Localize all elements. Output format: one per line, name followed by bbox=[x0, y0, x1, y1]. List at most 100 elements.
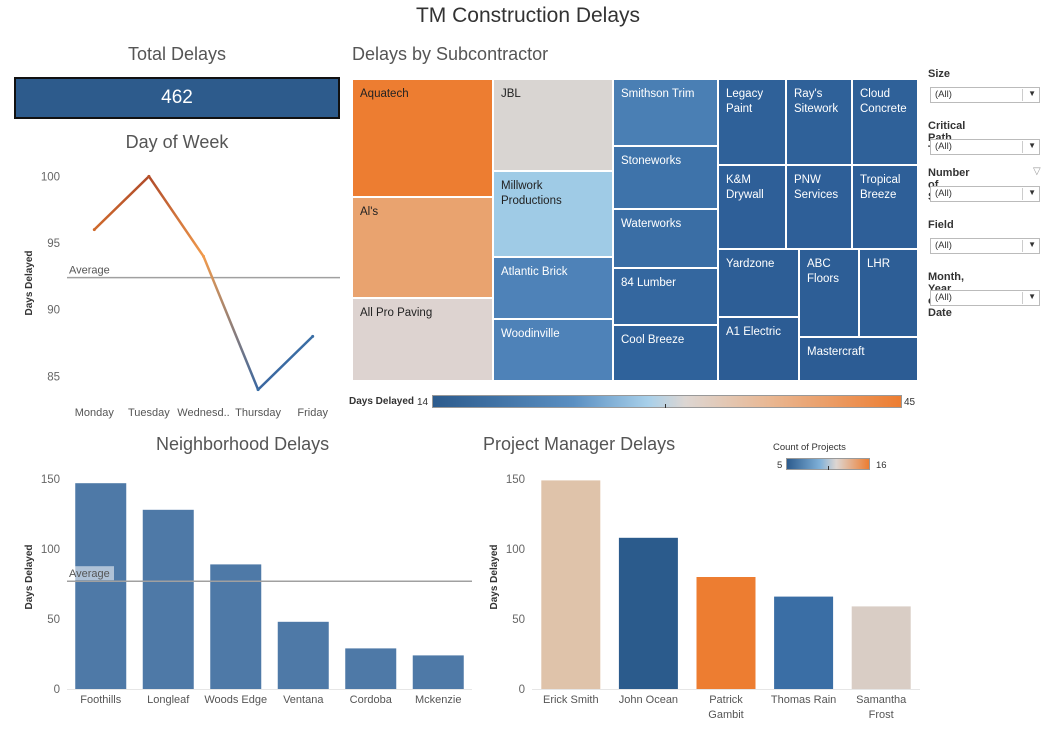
chevron-down-icon[interactable]: ▼ bbox=[1028, 292, 1036, 301]
subcontractor-treemap[interactable]: Aquatech Al's All Pro Paving JBL Millwork Pr… bbox=[352, 79, 918, 381]
treemap-cell[interactable]: PNW Services bbox=[786, 165, 852, 249]
y-axis-label: Days Delayed bbox=[24, 544, 35, 609]
treemap-cell[interactable]: Ray's Sitework bbox=[786, 79, 852, 165]
dropdown-separator bbox=[1022, 292, 1023, 304]
filter-dropdown[interactable]: (All) ▼ bbox=[930, 186, 1040, 202]
treemap-cell[interactable]: Yardzone bbox=[718, 249, 799, 317]
treemap-cell[interactable]: ABC Floors bbox=[799, 249, 859, 337]
y-tick-label: 150 bbox=[506, 474, 525, 486]
treemap-cell[interactable]: Waterworks bbox=[613, 209, 718, 268]
treemap-cell[interactable]: JBL bbox=[493, 79, 613, 171]
treemap-cell[interactable]: Aquatech bbox=[352, 79, 493, 197]
treemap-cell[interactable]: A1 Electric bbox=[718, 317, 799, 381]
average-label: Average bbox=[69, 568, 110, 580]
x-tick-label: Foothills bbox=[80, 694, 121, 706]
x-tick-label: Mckenzie bbox=[415, 694, 461, 706]
x-tick-label: Gambit bbox=[708, 709, 743, 721]
bar bbox=[774, 596, 834, 689]
bar bbox=[277, 621, 329, 689]
y-tick-label: 150 bbox=[41, 474, 60, 486]
filter-dropdown[interactable]: (All) ▼ bbox=[930, 87, 1040, 103]
bar bbox=[75, 483, 127, 689]
total-delays-value[interactable]: 462 bbox=[14, 77, 340, 119]
x-tick-label: Frost bbox=[869, 709, 894, 721]
x-tick-label: Woods Edge bbox=[204, 694, 267, 706]
filter-dropdown-value: (All) bbox=[935, 188, 952, 199]
x-tick-label: Patrick bbox=[709, 694, 743, 706]
day-of-week-title: Day of Week bbox=[125, 132, 229, 152]
x-tick-label: Ventana bbox=[283, 694, 324, 706]
treemap-cell[interactable]: Tropical Breeze bbox=[852, 165, 918, 249]
dropdown-separator bbox=[1022, 141, 1023, 153]
x-tick-label: Monday bbox=[75, 407, 115, 419]
filter-dropdown[interactable]: (All) ▼ bbox=[930, 290, 1040, 306]
line-segment bbox=[202, 255, 260, 391]
treemap-cell[interactable]: K&M Drywall bbox=[718, 165, 786, 249]
filter-label: Field bbox=[928, 219, 954, 231]
average-label-bg bbox=[67, 566, 114, 581]
filter-dropdown-value: (All) bbox=[935, 292, 952, 303]
chevron-down-icon[interactable]: ▼ bbox=[1028, 188, 1036, 197]
x-tick-label: Wednesd.. bbox=[177, 407, 229, 419]
treemap-cell[interactable]: Mastercraft bbox=[799, 337, 918, 381]
pm-chart[interactable]: 0 50 100 150 Days Delayed Erick Smith John Oce… bbox=[475, 460, 925, 732]
filter-dropdown-value: (All) bbox=[935, 141, 952, 152]
treemap-cell[interactable]: Al's bbox=[352, 197, 493, 298]
pm-legend-min: 5 bbox=[777, 460, 783, 471]
y-axis-label: Days Delayed bbox=[24, 250, 35, 315]
line-point bbox=[202, 254, 205, 258]
y-tick-label: 100 bbox=[506, 544, 525, 556]
day-of-week-chart[interactable]: 85 90 95 100 Days Delayed Average Monday Tuesda… bbox=[0, 158, 345, 428]
treemap-cell[interactable]: LHR bbox=[859, 249, 918, 337]
filter-dropdown-value: (All) bbox=[935, 240, 952, 251]
neighborhood-chart[interactable]: 0 50 100 150 Days Delayed Foothills Longleaf Wo… bbox=[0, 460, 475, 730]
chevron-down-icon[interactable]: ▼ bbox=[1028, 240, 1036, 249]
y-tick-label: 90 bbox=[47, 305, 60, 317]
treemap-cell[interactable]: Atlantic Brick bbox=[493, 257, 613, 319]
line-point bbox=[147, 174, 151, 178]
filter-funnel-icon[interactable]: ▽ bbox=[1033, 166, 1041, 177]
treemap-cell[interactable]: 84 Lumber bbox=[613, 268, 718, 325]
y-tick-label: 0 bbox=[54, 684, 60, 696]
filter-label: Size bbox=[928, 68, 951, 80]
bar bbox=[142, 509, 194, 689]
filter-dropdown[interactable]: (All) ▼ bbox=[930, 238, 1040, 254]
y-tick-label: 95 bbox=[47, 238, 60, 250]
line-segment bbox=[256, 335, 314, 391]
treemap-cell[interactable]: Legacy Paint bbox=[718, 79, 786, 165]
x-tick-label: Friday bbox=[297, 407, 328, 419]
line-point bbox=[92, 228, 96, 232]
pm-legend-max: 16 bbox=[876, 460, 887, 471]
treemap-cell[interactable]: Smithson Trim bbox=[613, 79, 718, 146]
y-tick-label: 85 bbox=[47, 371, 60, 383]
treemap-cell[interactable]: Woodinville bbox=[493, 319, 613, 381]
treemap-cell[interactable]: Cool Breeze bbox=[613, 325, 718, 381]
bar bbox=[412, 655, 464, 689]
bar bbox=[618, 537, 678, 689]
x-tick-label: John Ocean bbox=[619, 694, 678, 706]
treemap-legend-marker bbox=[665, 404, 666, 408]
chevron-down-icon[interactable]: ▼ bbox=[1028, 89, 1036, 98]
treemap-title: Delays by Subcontractor bbox=[352, 44, 549, 64]
neighborhood-title: Neighborhood Delays bbox=[156, 434, 330, 454]
bar bbox=[851, 606, 911, 689]
chevron-down-icon[interactable]: ▼ bbox=[1028, 141, 1036, 150]
treemap-cell[interactable]: All Pro Paving bbox=[352, 298, 493, 381]
dropdown-separator bbox=[1022, 89, 1023, 101]
y-tick-label: 0 bbox=[519, 684, 525, 696]
x-tick-label: Tuesday bbox=[128, 407, 170, 419]
x-tick-label: Erick Smith bbox=[543, 694, 599, 706]
dropdown-separator bbox=[1022, 188, 1023, 200]
y-axis-label: Days Delayed bbox=[489, 544, 500, 609]
y-tick-label: 100 bbox=[41, 171, 60, 183]
pm-legend-title: Count of Projects bbox=[773, 442, 846, 453]
line-segment bbox=[93, 175, 151, 231]
total-delays-title: Total Delays bbox=[127, 44, 227, 64]
treemap-cell[interactable]: Cloud Concrete bbox=[852, 79, 918, 165]
filter-dropdown[interactable]: (All) ▼ bbox=[930, 139, 1040, 155]
x-tick-label: Thomas Rain bbox=[771, 694, 836, 706]
treemap-cell[interactable]: Stoneworks bbox=[613, 146, 718, 209]
treemap-cell[interactable]: Millwork Productions bbox=[493, 171, 613, 257]
line-point bbox=[311, 334, 315, 338]
bar bbox=[345, 648, 397, 689]
